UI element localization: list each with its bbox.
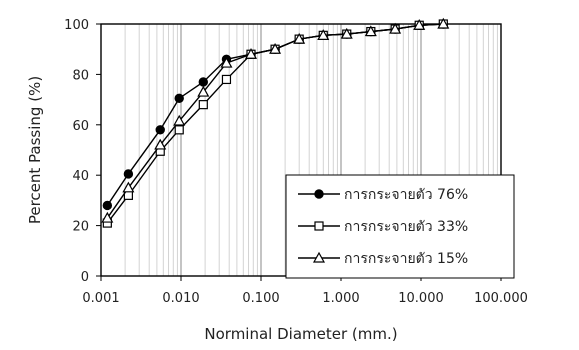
legend-item: การกระจายตัว 33% <box>298 219 468 235</box>
x-tick-label: 1.000 <box>322 291 359 306</box>
y-tick-label: 60 <box>72 119 89 134</box>
series-group <box>101 17 450 228</box>
legend: การกระจายตัว 76% การกระจายตัว 33% การกระจา… <box>285 174 515 279</box>
data-point <box>221 74 232 85</box>
y-axis-label: Percent Passing (%) <box>26 76 44 224</box>
legend-items: การกระจายตัว 76% การกระจายตัว 33% การกระจา… <box>298 187 468 267</box>
data-point <box>364 25 377 37</box>
y-tick-label: 20 <box>72 220 89 235</box>
y-tick-label: 100 <box>64 18 89 33</box>
x-tick-label: 10.000 <box>398 291 444 306</box>
data-point <box>314 189 324 199</box>
y-tick-label: 40 <box>72 169 89 184</box>
data-point <box>220 56 233 68</box>
legend-item: การกระจายตัว 76% <box>298 187 468 203</box>
x-ticks: 0.001 0.010 0.100 1.000 10.000 100.000 <box>82 276 528 306</box>
series-3 <box>101 17 450 223</box>
legend-label: การกระจายตัว 33% <box>344 219 468 235</box>
y-ticks: 0 20 40 60 80 100 <box>64 18 101 285</box>
x-axis-label: Norminal Diameter (mm.) <box>204 325 397 343</box>
data-point <box>293 32 306 44</box>
legend-label: การกระจายตัว 76% <box>344 187 468 203</box>
data-point <box>101 211 114 223</box>
y-tick-label: 80 <box>72 68 89 83</box>
data-point <box>198 77 209 87</box>
data-point <box>102 200 113 211</box>
data-point <box>340 27 353 39</box>
data-point <box>317 29 330 40</box>
data-point <box>312 251 326 263</box>
data-point <box>173 114 186 126</box>
y-tick-label: 0 <box>81 270 89 285</box>
x-tick-label: 100.000 <box>474 291 528 306</box>
data-point <box>154 138 167 150</box>
data-point <box>389 22 402 34</box>
data-point <box>155 125 165 135</box>
data-point <box>197 85 210 97</box>
data-point <box>122 181 135 193</box>
data-point <box>413 19 426 30</box>
data-point <box>269 42 282 54</box>
data-point <box>244 48 258 59</box>
x-tick-label: 0.100 <box>242 291 279 306</box>
x-tick-label: 0.001 <box>82 291 119 306</box>
data-point <box>174 125 184 135</box>
data-point <box>198 100 208 110</box>
data-point <box>123 169 134 179</box>
data-point <box>437 17 450 29</box>
data-point <box>174 93 184 104</box>
legend-label: การกระจายตัว 15% <box>344 251 468 267</box>
x-tick-label: 0.010 <box>162 291 199 306</box>
legend-item: การกระจายตัว 15% <box>298 251 468 267</box>
data-point <box>314 221 324 231</box>
